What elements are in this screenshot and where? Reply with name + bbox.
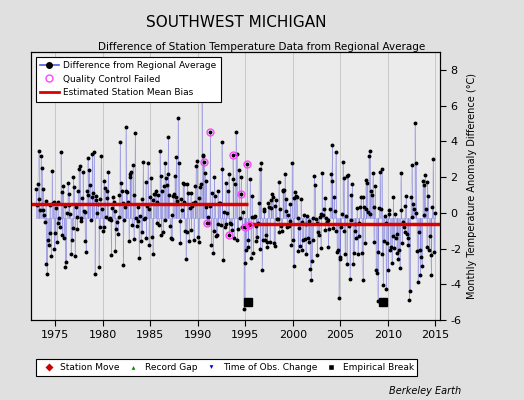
- Legend: Station Move, Record Gap, Time of Obs. Change, Empirical Break: Station Move, Record Gap, Time of Obs. C…: [36, 359, 417, 376]
- Y-axis label: Monthly Temperature Anomaly Difference (°C): Monthly Temperature Anomaly Difference (…: [467, 73, 477, 299]
- Text: Berkeley Earth: Berkeley Earth: [389, 386, 461, 396]
- Title: SOUTHWEST MICHIGAN: SOUTHWEST MICHIGAN: [146, 15, 326, 30]
- Text: Difference of Station Temperature Data from Regional Average: Difference of Station Temperature Data f…: [99, 42, 425, 52]
